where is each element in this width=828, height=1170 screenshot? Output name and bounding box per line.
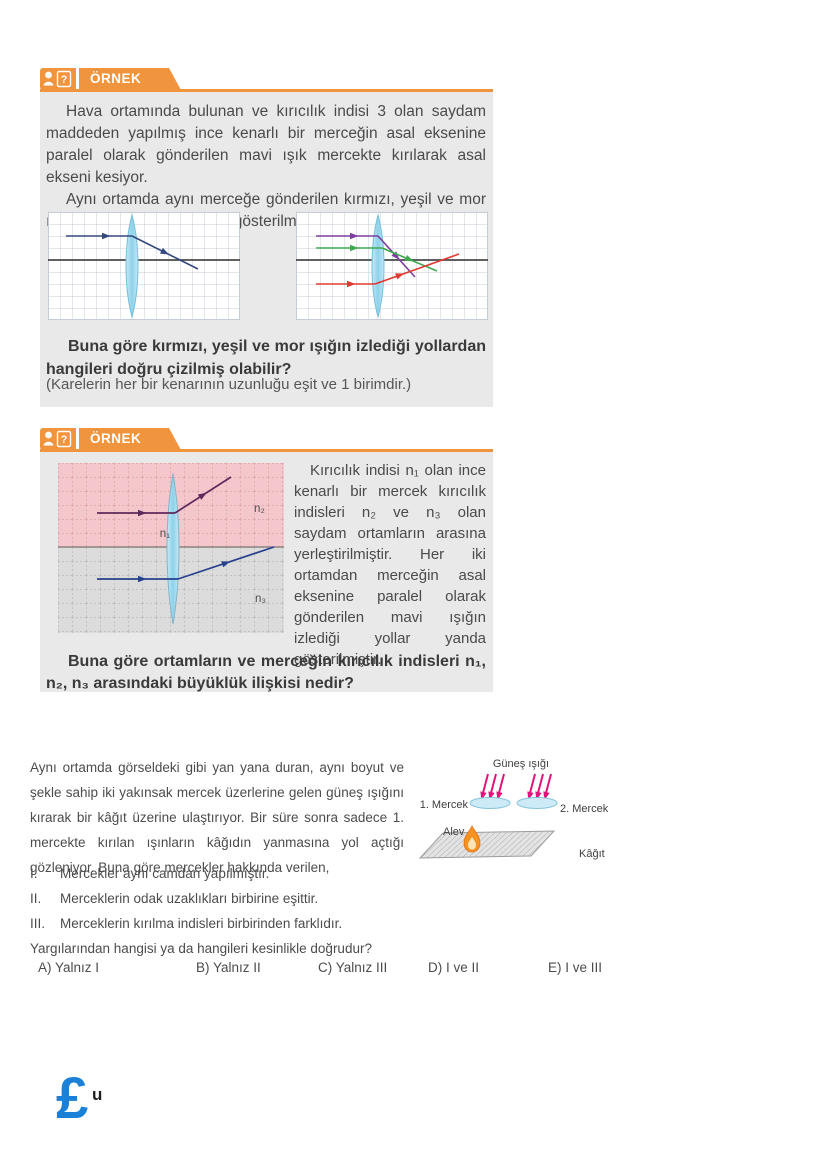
- lens-grid-diagram-blue: [48, 212, 240, 320]
- lens1-label: 1. Mercek: [420, 799, 469, 811]
- statement-item: I. Mercekler aynı camdan yapılmıştır.: [30, 866, 430, 882]
- convex-lens: [371, 213, 385, 319]
- choice-c: C) Yalnız III: [318, 960, 388, 975]
- light-ray-bottom: [97, 546, 275, 583]
- choice-e: E) I ve III: [548, 960, 603, 975]
- badge-question-mark: ?: [61, 434, 68, 446]
- example-badge-icon: ?: [40, 428, 76, 450]
- example2-question: Buna göre ortamların ve merceğin kırıcıl…: [46, 653, 486, 692]
- statement-text: Merceklerin kırılma indisleri birbirinde…: [60, 916, 343, 931]
- light-ray-blue: [66, 232, 199, 270]
- bottom-question-paragraph: Aynı ortamda görseldeki gibi yan yana du…: [30, 760, 404, 875]
- example-badge-icon: ?: [40, 68, 76, 90]
- lens-grid-diagram-colors: [296, 212, 488, 320]
- person-shoulders-icon: [43, 441, 54, 446]
- example2-panel: n₂ n₃ n₁ Kırıcılık indisi n₁ olan ince k…: [40, 452, 493, 692]
- example1-tab-label: ÖRNEK: [90, 71, 142, 86]
- label-n3: n₃: [255, 593, 266, 605]
- light-ray-purple: [316, 232, 416, 278]
- example2-body: Kırıcılık indisi n₁ olan ince kenarlı bi…: [294, 462, 486, 668]
- example2-tab-label: ÖRNEK: [90, 431, 142, 446]
- badge-question-mark: ?: [61, 74, 68, 86]
- lens-2-ellipse: [516, 797, 558, 809]
- example1-header-rule: [40, 89, 493, 92]
- statement-text: Mercekler aynı camdan yapılmıştır.: [60, 866, 270, 881]
- two-media-lens-diagram: n₂ n₃ n₁: [58, 463, 284, 633]
- flame-label: Alev: [443, 826, 465, 838]
- light-ray-green: [316, 244, 438, 272]
- paper-label: Kâğıt: [579, 848, 605, 860]
- label-n1: n₁: [160, 528, 170, 540]
- logo-glyph: £: [56, 1066, 88, 1131]
- statement-numeral: II.: [30, 891, 42, 906]
- lens-1-ellipse: [469, 797, 511, 809]
- answer-choices: A) Yalnız I B) Yalnız II C) Yalnız III D…: [30, 960, 810, 980]
- flame-icon: [463, 825, 481, 853]
- light-ray-red: [316, 253, 460, 288]
- person-icon: [45, 71, 52, 79]
- example1-paragraph-1: Hava ortamında bulunan ve kırıcılık indi…: [46, 103, 486, 186]
- example2-tab: ÖRNEK: [79, 428, 181, 450]
- light-ray-top: [97, 476, 232, 517]
- statement-item: III. Merceklerin kırılma indisleri birbi…: [30, 916, 430, 932]
- person-shoulders-icon: [43, 81, 54, 86]
- example1-question: Buna göre kırmızı, yeşil ve mor ışığın i…: [46, 338, 486, 378]
- grid-border: [296, 212, 488, 320]
- publisher-logo: £ u: [56, 1066, 102, 1131]
- statement-text: Merceklerin odak uzaklıkları birbirine e…: [60, 891, 319, 906]
- choice-b: B) Yalnız II: [196, 960, 261, 975]
- statement-numeral: I.: [30, 866, 38, 881]
- grid-lines: [48, 212, 240, 320]
- statement-numeral: III.: [30, 916, 46, 931]
- closing-question: Yargılarından hangisi ya da hangileri ke…: [30, 941, 372, 956]
- choice-d: D) I ve II: [428, 960, 480, 975]
- convex-lens: [125, 213, 139, 319]
- sunlight-label: Güneş ışığı: [493, 758, 549, 770]
- example1-panel: Hava ortamında bulunan ve kırıcılık indi…: [40, 92, 493, 407]
- statement-list: I. Mercekler aynı camdan yapılmıştır. II…: [30, 866, 430, 941]
- example1-header: ? ÖRNEK: [40, 68, 493, 90]
- lens2-label: 2. Mercek: [560, 803, 609, 815]
- example1-note: (Karelerin her bir kenarının uzunluğu eş…: [46, 376, 412, 393]
- sun-rays-icon: [478, 773, 552, 802]
- grid-border: [48, 212, 240, 320]
- label-n2: n₂: [254, 503, 265, 515]
- grid-lines: [296, 212, 488, 320]
- example2-header: ? ÖRNEK: [40, 428, 493, 450]
- statement-item: II. Merceklerin odak uzaklıkları birbiri…: [30, 891, 430, 907]
- paper-shape: [418, 830, 556, 859]
- example2-header-rule: [40, 449, 493, 452]
- logo-letter: u: [92, 1085, 102, 1104]
- person-icon: [45, 431, 52, 439]
- choice-a: A) Yalnız I: [38, 960, 100, 975]
- question-box-icon: [56, 70, 72, 88]
- question-box-icon: [56, 430, 72, 448]
- example1-tab: ÖRNEK: [79, 68, 181, 90]
- sun-lenses-figure: Güneş ışığı Kâğıt Alev 1. Mercek 2. Merc…: [418, 758, 609, 860]
